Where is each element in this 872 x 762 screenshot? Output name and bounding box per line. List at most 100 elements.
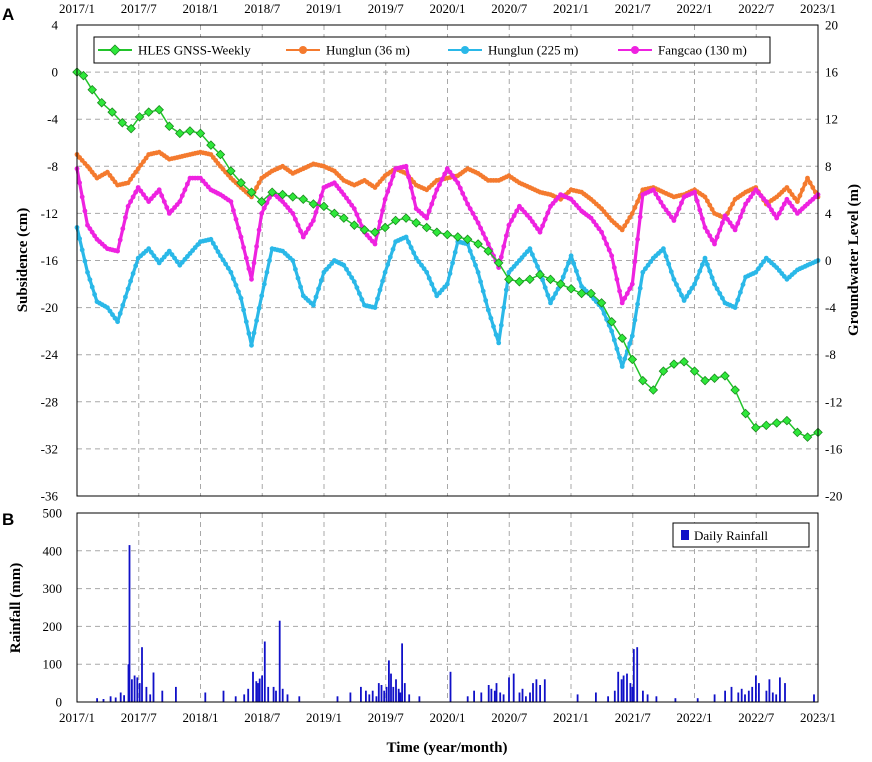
data-point bbox=[164, 121, 175, 132]
data-point bbox=[792, 427, 803, 438]
data-point bbox=[442, 229, 453, 240]
data-point bbox=[674, 212, 679, 218]
series-fangcao-130-m bbox=[74, 163, 821, 306]
data-point bbox=[658, 199, 664, 205]
rainfall-bar bbox=[133, 675, 136, 702]
data-point bbox=[705, 262, 710, 267]
data-point bbox=[107, 173, 113, 178]
data-point bbox=[148, 249, 154, 255]
x-tick-label-bottom: 2022/1 bbox=[676, 710, 712, 725]
data-point bbox=[82, 208, 88, 214]
data-point bbox=[87, 84, 97, 95]
data-point bbox=[401, 213, 411, 223]
data-point bbox=[277, 189, 288, 200]
data-point bbox=[689, 366, 700, 376]
y-tick-label: 100 bbox=[43, 657, 63, 672]
rainfall-bar bbox=[713, 694, 716, 702]
y-tick-label-right: -12 bbox=[825, 394, 842, 409]
panel-a-gridlines bbox=[77, 25, 818, 496]
data-point bbox=[246, 187, 257, 197]
data-point bbox=[115, 248, 120, 254]
rainfall-bar bbox=[730, 686, 733, 702]
data-point bbox=[684, 294, 690, 299]
data-point bbox=[465, 201, 470, 207]
rainfall-bar bbox=[490, 688, 493, 702]
rainfall-bar bbox=[390, 673, 392, 702]
data-point bbox=[781, 201, 787, 207]
data-point bbox=[720, 295, 725, 301]
data-point bbox=[743, 201, 748, 207]
data-point bbox=[532, 222, 538, 228]
rainfall-bar bbox=[152, 672, 155, 702]
data-point bbox=[251, 330, 257, 336]
data-point bbox=[82, 258, 88, 264]
data-point bbox=[542, 216, 548, 222]
data-point bbox=[712, 281, 717, 287]
data-point bbox=[359, 297, 365, 302]
data-point bbox=[403, 234, 409, 240]
data-point bbox=[329, 208, 340, 219]
legend-item: Fangcao (130 m) bbox=[618, 43, 747, 58]
data-point bbox=[346, 271, 352, 276]
data-point bbox=[141, 192, 146, 198]
y-tick-label-left: -32 bbox=[41, 441, 58, 456]
data-point bbox=[709, 373, 720, 384]
data-point bbox=[259, 211, 265, 216]
x-tick-label-top: 2018/7 bbox=[244, 1, 281, 16]
data-point bbox=[782, 415, 792, 426]
data-point bbox=[288, 192, 298, 202]
data-point bbox=[243, 255, 249, 261]
x-tick-label-bottom: 2017/7 bbox=[121, 710, 158, 725]
rainfall-bar bbox=[375, 696, 378, 702]
x-tick-label-top: 2021/1 bbox=[553, 1, 589, 16]
rainfall-bar bbox=[141, 647, 143, 702]
data-point bbox=[700, 216, 705, 222]
data-point bbox=[259, 293, 265, 299]
data-point bbox=[619, 300, 625, 306]
rainfall-bar bbox=[466, 696, 469, 702]
rainfall-bar bbox=[521, 688, 524, 702]
rainfall-bar bbox=[281, 688, 284, 702]
data-point bbox=[117, 311, 123, 316]
data-point bbox=[117, 117, 128, 128]
data-point bbox=[372, 241, 378, 247]
data-point bbox=[236, 225, 241, 231]
data-point bbox=[805, 175, 810, 181]
data-point bbox=[431, 194, 437, 200]
data-point bbox=[787, 188, 792, 194]
data-point bbox=[115, 319, 120, 325]
data-point bbox=[344, 195, 349, 201]
rainfall-bar bbox=[275, 690, 277, 702]
legend-item: Daily Rainfall bbox=[681, 528, 768, 543]
data-point bbox=[467, 206, 473, 212]
data-point bbox=[658, 366, 669, 376]
data-point bbox=[535, 226, 540, 232]
data-point bbox=[617, 355, 622, 360]
data-point bbox=[501, 305, 507, 310]
data-point bbox=[511, 213, 517, 219]
data-point bbox=[629, 281, 635, 287]
x-tick-label-bottom: 2021/7 bbox=[615, 710, 652, 725]
x-tick-label-top: 2019/7 bbox=[368, 1, 405, 16]
data-point bbox=[473, 262, 478, 268]
rainfall-bar bbox=[252, 671, 254, 702]
data-point bbox=[700, 375, 710, 386]
data-point bbox=[601, 235, 607, 241]
data-point bbox=[354, 285, 360, 290]
rainfall-bar bbox=[204, 692, 207, 702]
x-tick-label-bottom: 2021/1 bbox=[553, 710, 589, 725]
legend-item: Hunglun (225 m) bbox=[448, 43, 578, 58]
data-point bbox=[599, 229, 604, 235]
data-point bbox=[483, 246, 494, 256]
data-point bbox=[385, 189, 391, 195]
rainfall-bar bbox=[278, 620, 281, 702]
data-point bbox=[387, 254, 393, 260]
rainfall-bar bbox=[399, 692, 402, 702]
data-point bbox=[117, 237, 123, 243]
data-point bbox=[553, 291, 558, 296]
data-point bbox=[498, 254, 504, 260]
data-point bbox=[810, 185, 816, 190]
data-point bbox=[540, 223, 545, 229]
rainfall-bar bbox=[784, 683, 786, 702]
data-point bbox=[622, 356, 628, 362]
